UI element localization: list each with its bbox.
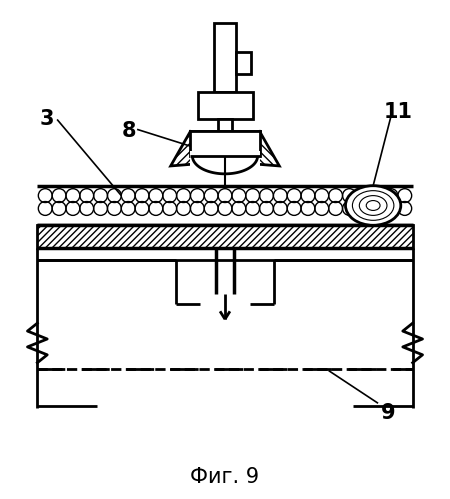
Text: 9: 9 <box>381 403 395 423</box>
Bar <box>236 52 251 74</box>
Text: Фиг. 9: Фиг. 9 <box>190 468 260 488</box>
Bar <box>198 92 252 119</box>
Polygon shape <box>171 131 208 166</box>
Bar <box>190 131 260 156</box>
Text: 3: 3 <box>40 109 54 129</box>
Bar <box>190 131 260 156</box>
Text: 11: 11 <box>383 102 412 122</box>
Bar <box>190 151 260 176</box>
Ellipse shape <box>346 186 401 225</box>
Polygon shape <box>242 131 279 166</box>
Bar <box>37 225 413 248</box>
Bar <box>214 22 236 92</box>
Text: 8: 8 <box>122 121 136 141</box>
Bar <box>37 186 413 225</box>
Bar <box>218 119 232 131</box>
